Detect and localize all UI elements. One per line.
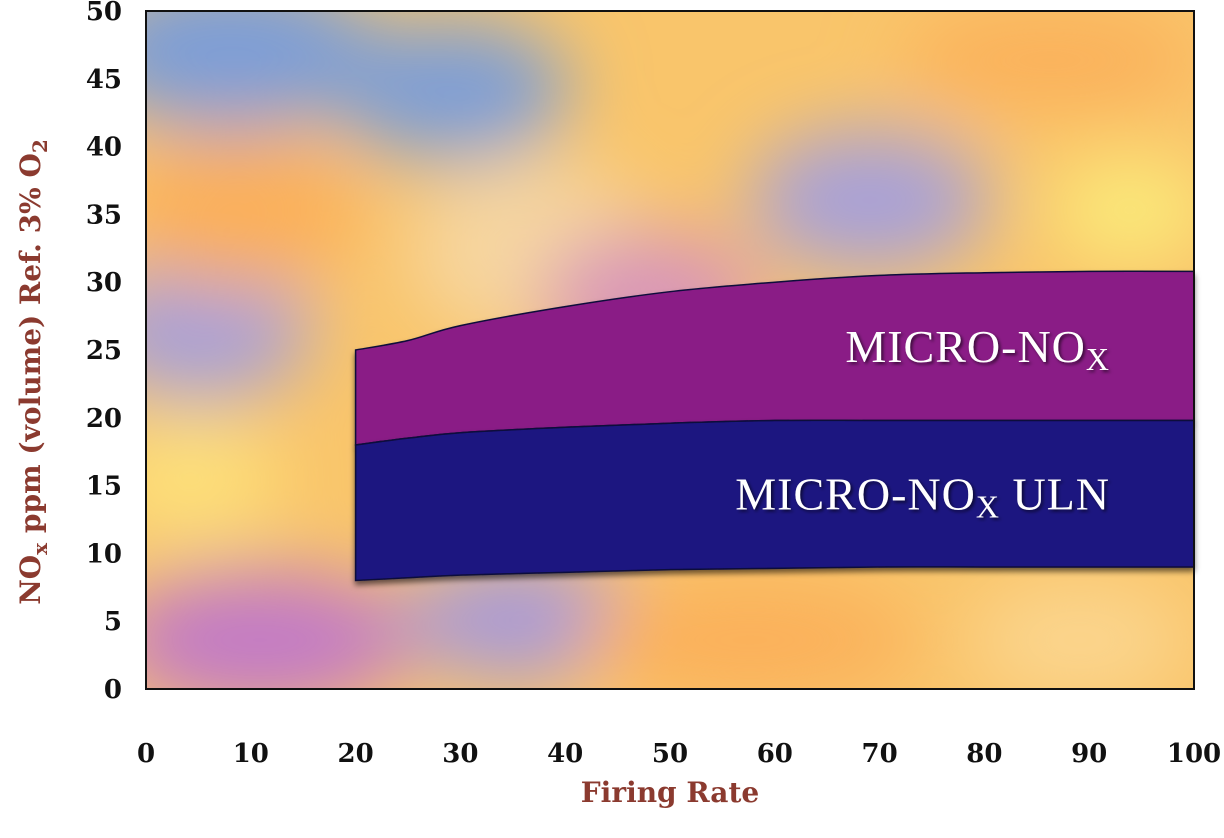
- y-tick-label: 30: [86, 268, 122, 298]
- y-tick-label: 35: [86, 200, 122, 230]
- x-tick-label: 20: [338, 739, 374, 769]
- x-tick-label: 50: [652, 739, 688, 769]
- y-tick-label: 20: [86, 404, 122, 434]
- x-tick-label: 40: [547, 739, 583, 769]
- y-tick-label: 40: [86, 133, 122, 163]
- x-tick-label: 30: [442, 739, 478, 769]
- plot-frame: [145, 10, 1195, 690]
- x-tick-label: 100: [1167, 739, 1221, 769]
- x-tick-label: 0: [137, 739, 155, 769]
- y-axis-title: NOx ppm (volume) Ref. 3% O2: [14, 139, 52, 605]
- band-label: MICRO-NOX ULN: [735, 469, 1110, 525]
- x-tick-label: 10: [233, 739, 269, 769]
- y-tick-label: 45: [86, 65, 122, 95]
- band-label: MICRO-NOX: [845, 321, 1110, 377]
- y-tick-label: 15: [86, 472, 122, 502]
- bands-layer: MICRO-NOX MICRO-NOX ULN: [354, 270, 1195, 582]
- x-tick-label: 80: [966, 739, 1002, 769]
- y-tick-label: 25: [86, 336, 122, 366]
- y-tick-label: 10: [86, 539, 122, 569]
- x-tick-labels: 0 10 20 30 40 50 60 70 80 90 100: [137, 739, 1221, 769]
- x-axis-title: Firing Rate: [581, 776, 759, 809]
- y-tick-label: 5: [104, 607, 122, 637]
- y-tick-labels: 0 5 10 15 20 25 30 35 40 45 50: [86, 0, 122, 705]
- x-tick-label: 70: [862, 739, 898, 769]
- y-tick-label: 50: [86, 0, 122, 27]
- x-tick-label: 60: [757, 739, 793, 769]
- y-tick-label: 0: [104, 675, 122, 705]
- x-tick-label: 90: [1071, 739, 1107, 769]
